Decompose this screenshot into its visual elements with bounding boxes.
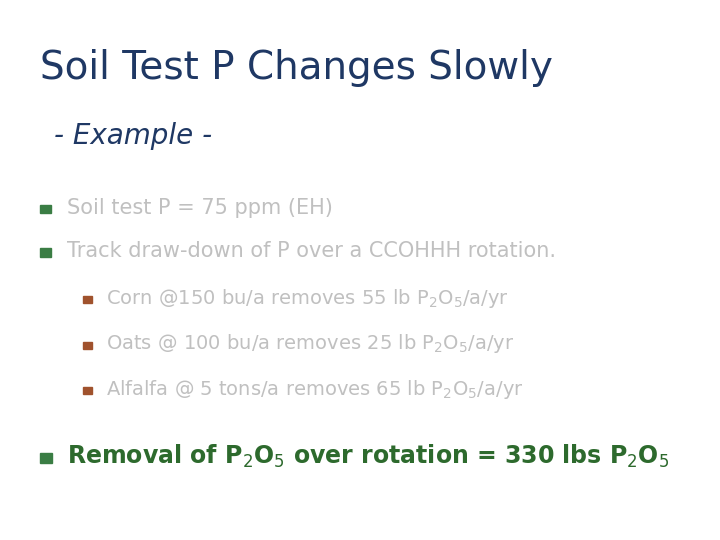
Bar [40,205,51,213]
Text: Track draw-down of P over a CCOHHH rotation.: Track draw-down of P over a CCOHHH rotat… [67,241,556,261]
Bar [40,453,53,463]
Text: - Example -: - Example - [54,122,212,150]
Text: Alfalfa @ 5 tons/a removes 65 lb P$_2$O$_5$/a/yr: Alfalfa @ 5 tons/a removes 65 lb P$_2$O$… [106,378,523,401]
Bar [40,248,51,256]
Text: Corn @150 bu/a removes 55 lb P$_2$O$_5$/a/yr: Corn @150 bu/a removes 55 lb P$_2$O$_5$/… [106,287,509,310]
Text: Oats @ 100 bu/a removes 25 lb P$_2$O$_5$/a/yr: Oats @ 100 bu/a removes 25 lb P$_2$O$_5$… [106,333,514,355]
Text: Soil Test P Changes Slowly: Soil Test P Changes Slowly [40,49,552,86]
Text: Soil test P = 75 ppm (EH): Soil test P = 75 ppm (EH) [67,198,333,218]
Bar [83,342,92,349]
Bar [83,387,92,394]
Bar [83,296,92,303]
Text: Removal of P$_2$O$_5$ over rotation = 330 lbs P$_2$O$_5$: Removal of P$_2$O$_5$ over rotation = 33… [67,443,670,470]
